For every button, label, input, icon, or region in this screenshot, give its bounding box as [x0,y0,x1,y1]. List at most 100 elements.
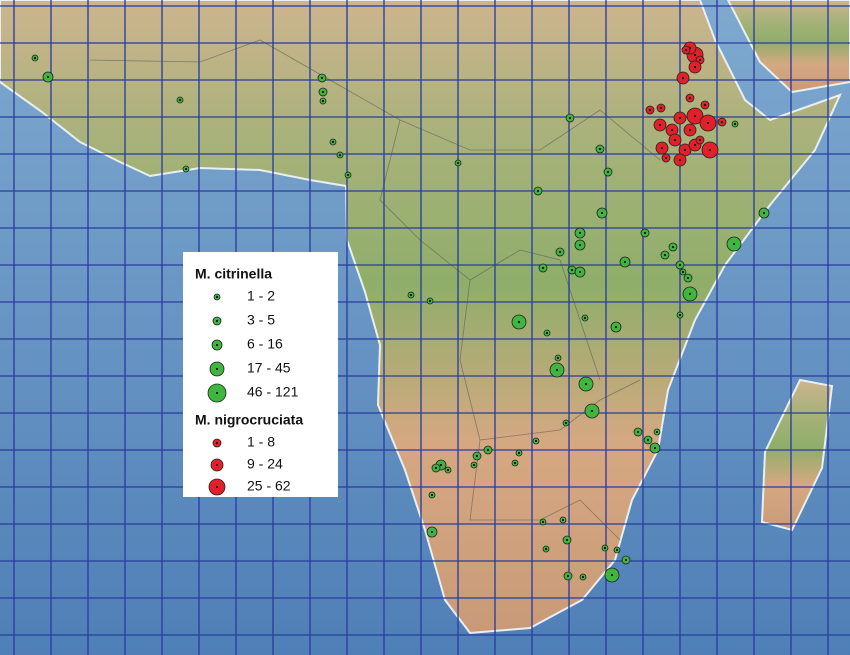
point-center [556,356,560,360]
point-center [693,114,697,118]
point [428,491,436,499]
point-center [693,53,697,57]
point-center [517,320,521,324]
point [562,419,570,427]
point-center [663,253,667,257]
land [0,0,850,635]
point-center [456,161,460,165]
point [470,461,478,469]
point-center [698,138,702,142]
point-center [346,173,350,177]
point-center [659,106,663,110]
point-center [683,148,687,152]
legend: M. citrinella 1 - 2 3 - 5 6 - 16 17 - 45 46 -… [183,252,338,497]
point-center [46,75,50,79]
point [679,268,687,276]
point [619,256,631,268]
point-center [568,116,572,120]
point-center [732,242,736,246]
point-center [536,189,540,193]
point-center [678,158,682,162]
point [673,111,687,125]
point-center [606,170,610,174]
point [682,286,698,302]
point [426,526,438,538]
point [319,97,327,105]
point [688,60,702,74]
legend-label: 3 - 5 [247,312,275,328]
point [549,362,565,378]
point [604,567,620,583]
point [731,120,739,128]
point [344,171,352,179]
point-center [545,331,549,335]
point-center [513,461,517,465]
point [212,316,222,326]
point [483,445,493,455]
point-center [215,319,219,323]
point [539,518,547,526]
point-center [686,276,690,280]
point [176,96,184,104]
point [595,144,605,154]
point [562,535,572,545]
point-center [681,76,685,80]
point [758,207,770,219]
point-center [698,58,702,62]
point-center [636,430,640,434]
point [472,451,482,461]
point [610,321,622,333]
point [717,117,727,127]
point-center [688,96,692,100]
point-center [664,156,668,160]
point-center [475,454,479,458]
point [318,87,328,97]
point-center [590,409,594,413]
point [701,141,719,159]
point [695,135,705,145]
point-center [544,547,548,551]
point [726,236,742,252]
point [213,293,221,301]
legend-box [183,252,338,497]
point [444,466,452,474]
point-center [321,90,325,94]
point [538,263,548,273]
point-center [598,147,602,151]
point [681,45,691,55]
point [511,314,527,330]
point-center [566,574,570,578]
point-center [578,270,582,274]
point [645,105,655,115]
point-center [678,116,682,120]
point [686,107,704,125]
point-center [584,382,588,386]
point-center [600,211,604,215]
point [699,114,717,132]
point-center [564,421,568,425]
point [407,291,415,299]
point-center [541,266,545,270]
point-center [583,316,587,320]
legend-title: M. citrinella [195,266,272,282]
point [581,314,589,322]
point [563,571,573,581]
point-center [678,263,682,267]
point-center [215,391,219,395]
point [336,151,344,159]
point [574,239,586,251]
point-center [184,167,188,171]
point-center [439,463,443,467]
point-center [561,518,565,522]
point-center [430,493,434,497]
point-center [486,448,490,452]
point-center [624,558,628,562]
point-center [541,520,545,524]
point-center [321,99,325,103]
point [613,546,621,554]
point [676,71,690,85]
point [210,458,224,472]
point [212,438,222,448]
point-center [688,292,692,296]
point [515,449,523,457]
